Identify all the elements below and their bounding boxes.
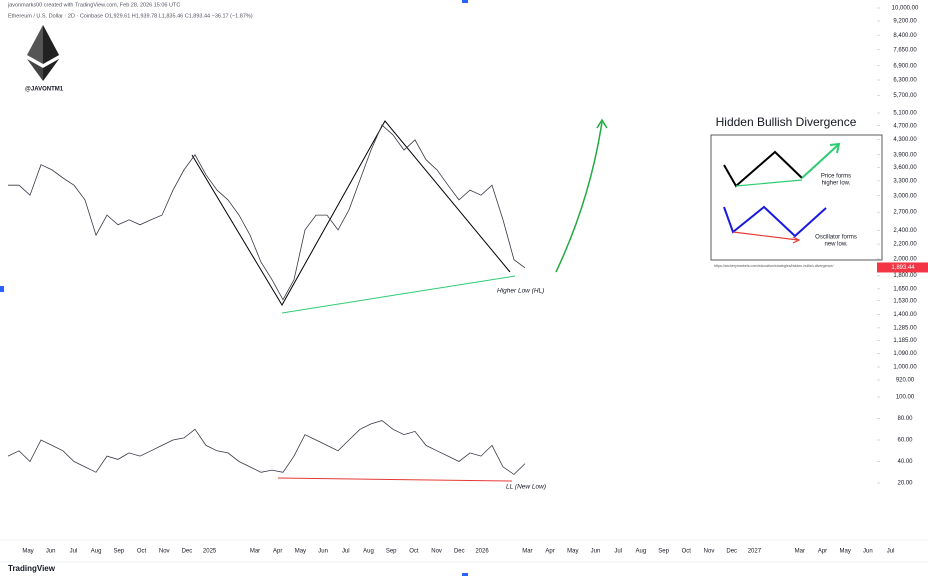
- handle: @JAVONTM1: [25, 87, 64, 93]
- y-tick-label: 3,000.00: [893, 193, 917, 199]
- y-tick-label: 4,300.00: [893, 137, 917, 143]
- x-tick-label: Nov: [704, 549, 715, 555]
- y-tick-label: 1,650.00: [893, 287, 917, 293]
- y-tick-label: 5,100.00: [893, 111, 917, 117]
- y-tick-label: 6,900.00: [893, 63, 917, 69]
- zigzag: [191, 120, 511, 306]
- x-tick-label: Aug: [636, 549, 647, 555]
- y-tick-label: 1,185.00: [893, 338, 917, 344]
- y-tick-label: 1,000.00: [893, 365, 917, 371]
- plots: 10,000.00 9,200.00 8,400.00 7,650.00 6,900.0…: [7, 6, 928, 555]
- y-tick-label: 1,800.00: [893, 273, 917, 279]
- brand: TradingView: [8, 564, 56, 573]
- y-tick-label: 60.00: [897, 438, 913, 444]
- y-tick-label: 80.00: [897, 416, 913, 422]
- x-tick-label: Sep: [113, 549, 124, 555]
- x-tick-label: Mar: [522, 549, 532, 555]
- inset-note: Oscillator forms: [815, 235, 857, 241]
- x-tick-label: Nov: [159, 549, 170, 555]
- x-tick-label: Dec: [182, 549, 193, 555]
- x-tick-label: Apr: [818, 549, 827, 555]
- inset-note: Price forms: [821, 174, 851, 180]
- x-tick-label: Dec: [454, 549, 465, 555]
- inset-note: new low.: [824, 242, 847, 248]
- y-tick-label: 5,700.00: [893, 93, 917, 99]
- x-tick-label: Apr: [545, 549, 554, 555]
- x-tick-label: May: [295, 549, 306, 555]
- y-tick-label: 4,700.00: [893, 123, 917, 129]
- y-tick-label: 2,400.00: [893, 228, 917, 234]
- x-tick-label: 2025: [203, 549, 217, 555]
- y-tick-label: 6,300.00: [893, 78, 917, 84]
- x-tick-label: Sep: [386, 549, 397, 555]
- x-tick-label: Mar: [795, 549, 805, 555]
- inset-note: higher low.: [822, 181, 851, 187]
- x-tick-label: Oct: [682, 549, 692, 555]
- x-tick-label: Mar: [250, 549, 260, 555]
- price-tag: [877, 262, 928, 273]
- y-tick-label: 7,650.00: [893, 47, 917, 53]
- x-tick-label: Oct: [137, 549, 147, 555]
- y-tick-label: 2,700.00: [893, 210, 917, 216]
- x-tick-label: 2026: [475, 549, 489, 555]
- x-tick-label: Oct: [409, 549, 419, 555]
- y-tick-label: 1,285.00: [893, 325, 917, 331]
- y-tick-label: 20.00: [897, 481, 913, 487]
- y-tick-label: 920.00: [896, 378, 915, 384]
- y-tick-label: 1,090.00: [893, 351, 917, 357]
- arrow-head: [596, 118, 608, 129]
- price-line: [8, 124, 526, 301]
- y-tick-label: 40.00: [897, 459, 913, 465]
- projection-arrow: [555, 121, 603, 273]
- annotation: LL (New Low): [506, 484, 546, 491]
- x-tick-label: Jun: [591, 549, 601, 555]
- x-tick-label: Apr: [273, 549, 282, 555]
- y-tick-label: 8,400.00: [893, 33, 917, 39]
- x-tick-label: May: [840, 549, 851, 555]
- x-tick-label: Jul: [887, 549, 895, 555]
- symbol-line: Ethereum / U.S. Dollar · 2D · Coinbase O…: [8, 13, 253, 19]
- x-tick-label: Sep: [658, 549, 669, 555]
- handle-mark: [462, 573, 468, 576]
- x-tick-label: Jun: [318, 549, 328, 555]
- y-tick-label: 1,530.00: [893, 298, 917, 304]
- x-tick-label: May: [22, 549, 33, 555]
- credit: javonmarks00 created with TradingView.co…: [7, 2, 180, 8]
- y-tick-label: 10,000.00: [892, 6, 919, 12]
- y-tick-label: 3,600.00: [893, 165, 917, 171]
- hl-line: [281, 275, 516, 314]
- y-tick-label: 9,200.00: [893, 19, 917, 25]
- rsi-line: [7, 420, 526, 475]
- x-tick-label: Jul: [70, 549, 78, 555]
- eth-logo: [27, 25, 59, 81]
- handle-mark: [462, 0, 468, 3]
- handle-mark: [0, 286, 4, 292]
- x-tick-label: 2027: [748, 549, 762, 555]
- x-tick-label: Aug: [91, 549, 102, 555]
- price-tag-label: 1,893.44: [891, 265, 915, 271]
- y-tick-label: 2,000.00: [893, 257, 917, 263]
- x-tick-label: May: [567, 549, 578, 555]
- y-tick-label: 1,400.00: [893, 312, 917, 318]
- y-tick-label: 3,900.00: [893, 152, 917, 158]
- inset: [710, 134, 883, 261]
- inset-source: https://archerymarkets.com/education/str…: [714, 264, 833, 268]
- x-tick-label: Jul: [342, 549, 350, 555]
- x-tick-label: Jun: [863, 549, 873, 555]
- ll-line: [277, 477, 513, 482]
- x-tick-label: Aug: [363, 549, 374, 555]
- y-tick-label: 3,300.00: [893, 178, 917, 184]
- y-tick-label: 2,200.00: [893, 242, 917, 248]
- annotation: Higher Low (HL): [497, 288, 544, 295]
- inset-title: Hidden Bullish Divergence: [716, 115, 857, 129]
- x-tick-label: Jul: [614, 549, 622, 555]
- x-tick-label: Nov: [431, 549, 442, 555]
- x-tick-label: Dec: [726, 549, 737, 555]
- x-tick-label: Jun: [46, 549, 56, 555]
- y-tick-label: 100.00: [896, 395, 915, 401]
